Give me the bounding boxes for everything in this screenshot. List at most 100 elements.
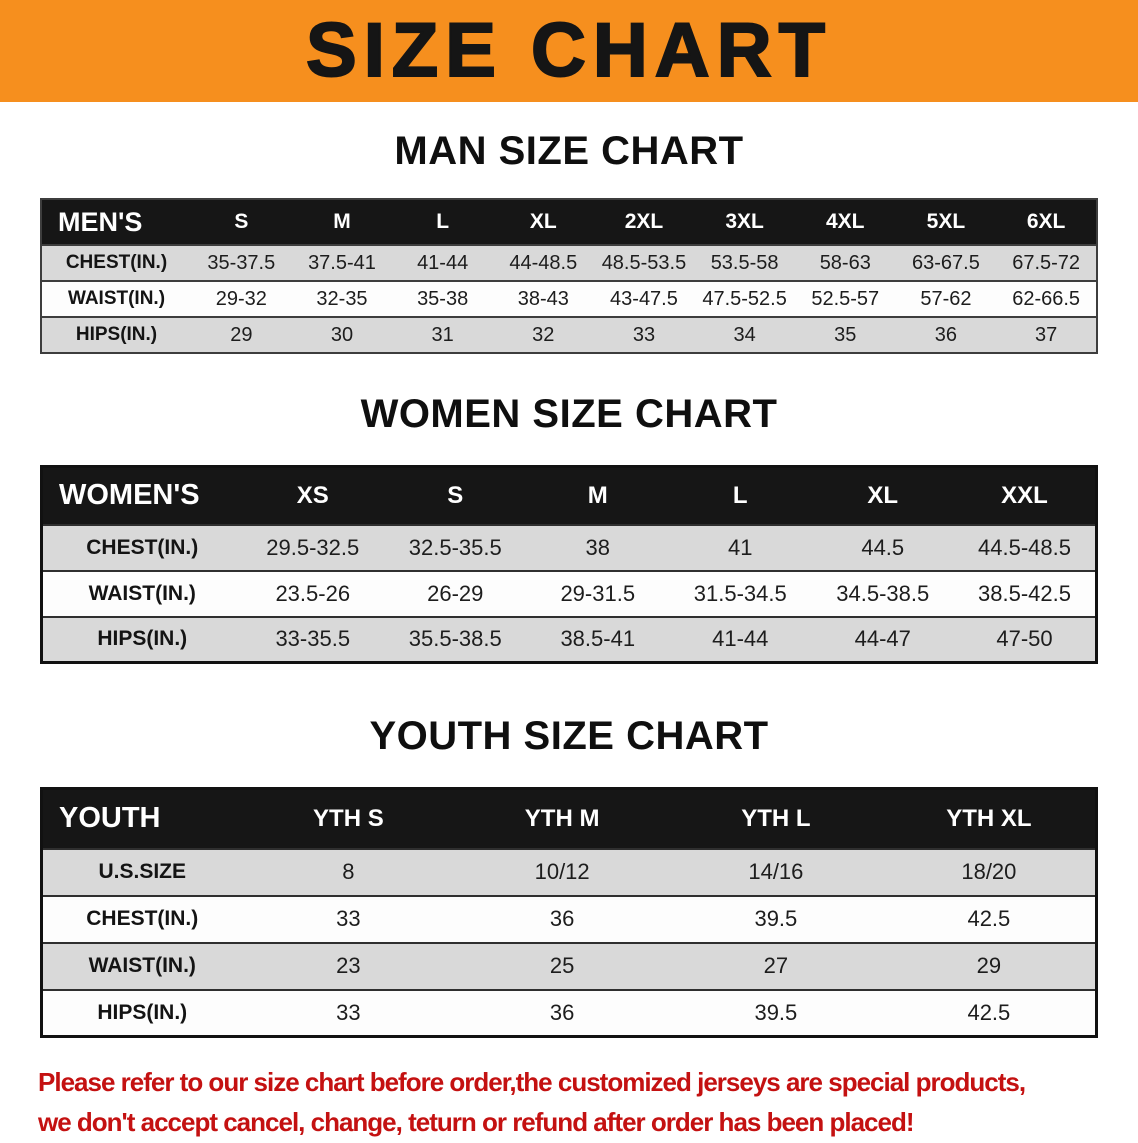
size-value: 32: [532, 323, 555, 346]
size-value: 39.5: [754, 999, 798, 1025]
size-value: 23: [336, 953, 361, 978]
charts-container: MAN SIZE CHART MEN'S S M L XL 2XL 3XL 4XL 5XL 6XL C…: [0, 129, 1138, 1038]
size-value: 38-43: [517, 287, 569, 310]
disclaimer-line-1: Please refer to our size chart before or…: [38, 1067, 1026, 1097]
row-label: U.S.SIZE: [98, 860, 187, 883]
size-value: 29: [976, 953, 1002, 978]
column-header: L: [436, 210, 450, 233]
size-value: 31: [431, 323, 454, 346]
column-header: 5XL: [926, 210, 966, 233]
size-value: 27: [763, 953, 789, 978]
column-header: XXL: [1001, 481, 1048, 509]
size-value: 36: [934, 323, 958, 346]
size-value: 35-37.5: [207, 251, 276, 274]
size-value: 43-47.5: [610, 287, 678, 310]
size-value: 18/20: [961, 859, 1017, 884]
size-value: 10/12: [534, 859, 590, 884]
table-row: CHEST(IN.) 35-37.5 37.5-41 41-44 44-48.5 48.5…: [41, 245, 1097, 281]
youth-size-section: YOUTH SIZE CHART YOUTH YTH S YTH M YTH L YTH …: [0, 714, 1138, 1038]
size-value: 31.5-34.5: [693, 580, 787, 606]
size-value: 8: [342, 859, 355, 884]
men-table-title: MEN'S: [58, 206, 143, 237]
size-value: 44-48.5: [509, 251, 578, 274]
size-value: 62-66.5: [1012, 287, 1081, 310]
column-header: 6XL: [1026, 210, 1066, 233]
table-header-row: YOUTH YTH S YTH M YTH L YTH XL: [41, 788, 1097, 849]
size-value: 44.5: [861, 534, 905, 560]
size-value: 37.5-41: [308, 251, 376, 274]
column-header: YTH L: [741, 804, 811, 832]
size-value: 47-50: [996, 626, 1053, 652]
size-value: 52.5-57: [811, 287, 880, 310]
column-header: S: [447, 481, 464, 509]
size-value: 23.5-26: [275, 580, 351, 606]
table-header-row: MEN'S S M L XL 2XL 3XL 4XL 5XL 6XL: [41, 199, 1097, 245]
row-label: HIPS(IN.): [97, 627, 188, 651]
column-header: 2XL: [624, 210, 664, 233]
size-value: 38: [585, 534, 610, 560]
women-table-title: WOMEN'S: [59, 479, 200, 512]
size-value: 33: [336, 999, 361, 1025]
column-header: XL: [529, 210, 557, 233]
size-value: 35: [834, 323, 857, 346]
size-value: 26-29: [427, 580, 484, 606]
size-value: 33: [632, 323, 656, 346]
size-value: 34: [733, 323, 756, 346]
size-value: 37: [1035, 323, 1058, 346]
banner: SIZE CHART: [0, 0, 1138, 102]
table-row: WAIST(IN.) 23 25 27 29: [41, 942, 1097, 990]
size-value: 32.5-35.5: [408, 534, 502, 560]
size-value: 33: [336, 906, 361, 931]
column-header: 3XL: [725, 210, 764, 233]
size-value: 35.5-38.5: [408, 626, 502, 652]
row-label: CHEST(IN.): [65, 252, 168, 273]
size-value: 63-67.5: [912, 251, 980, 274]
column-header: YTH S: [313, 804, 384, 832]
size-value: 36: [549, 999, 575, 1025]
size-value: 41: [728, 534, 753, 560]
size-value: 47.5-52.5: [702, 287, 787, 310]
row-label: HIPS(IN.): [97, 1000, 188, 1024]
table-row: HIPS(IN.) 29 30 31 32 33 34 35 36 37: [41, 317, 1097, 353]
size-value: 29-32: [215, 287, 267, 310]
disclaimer-line-2: we don't accept cancel, change, teturn o…: [38, 1107, 915, 1138]
size-value: 29: [230, 323, 253, 346]
size-value: 41-44: [712, 626, 769, 652]
size-value: 30: [330, 323, 354, 346]
size-value: 41-44: [417, 251, 469, 274]
size-value: 32-35: [316, 287, 368, 310]
youth-size-table: YOUTH YTH S YTH M YTH L YTH XL U.S.SIZE 8 10/12…: [40, 787, 1098, 1038]
women-size-table: WOMEN'S XS S M L XL XXL CHEST(IN.) 29.5-32.5 32.5…: [40, 465, 1098, 664]
youth-section-heading: YOUTH SIZE CHART: [369, 714, 769, 758]
size-value: 34.5-38.5: [836, 580, 930, 606]
men-size-table: MEN'S S M L XL 2XL 3XL 4XL 5XL 6XL CHEST(IN.) 35-37…: [40, 198, 1098, 354]
size-value: 36: [549, 906, 575, 931]
size-value: 58-63: [819, 251, 871, 274]
table-row: U.S.SIZE 8 10/12 14/16 18/20: [41, 848, 1097, 896]
size-value: 42.5: [967, 999, 1011, 1025]
column-header: 4XL: [826, 210, 865, 233]
column-header: L: [732, 481, 748, 509]
women-section-heading: WOMEN SIZE CHART: [360, 392, 778, 436]
size-value: 39.5: [754, 906, 798, 931]
table-row: CHEST(IN.) 29.5-32.5 32.5-35.5 38 41 44.5 44.5…: [41, 524, 1097, 571]
table-row: HIPS(IN.) 33 36 39.5 42.5: [41, 989, 1097, 1037]
size-value: 44.5-48.5: [978, 534, 1071, 560]
size-value: 67.5-72: [1012, 251, 1081, 274]
table-row: CHEST(IN.) 33 36 39.5 42.5: [41, 895, 1097, 943]
column-header: XS: [296, 481, 329, 509]
size-value: 35-38: [417, 287, 469, 310]
page-title: SIZE CHART: [305, 8, 832, 93]
size-value: 29.5-32.5: [266, 534, 360, 560]
row-label: CHEST(IN.): [86, 535, 199, 559]
column-header: YTH XL: [946, 804, 1032, 832]
size-value: 38.5-41: [560, 626, 636, 652]
size-value: 14/16: [748, 859, 804, 884]
row-label: CHEST(IN.): [86, 907, 199, 930]
size-value: 33-35.5: [275, 626, 351, 652]
row-label: WAIST(IN.): [88, 954, 196, 977]
column-header: M: [587, 481, 608, 509]
table-row: HIPS(IN.) 33-35.5 35.5-38.5 38.5-41 41-44 44-…: [41, 616, 1097, 663]
size-value: 48.5-53.5: [601, 251, 687, 274]
